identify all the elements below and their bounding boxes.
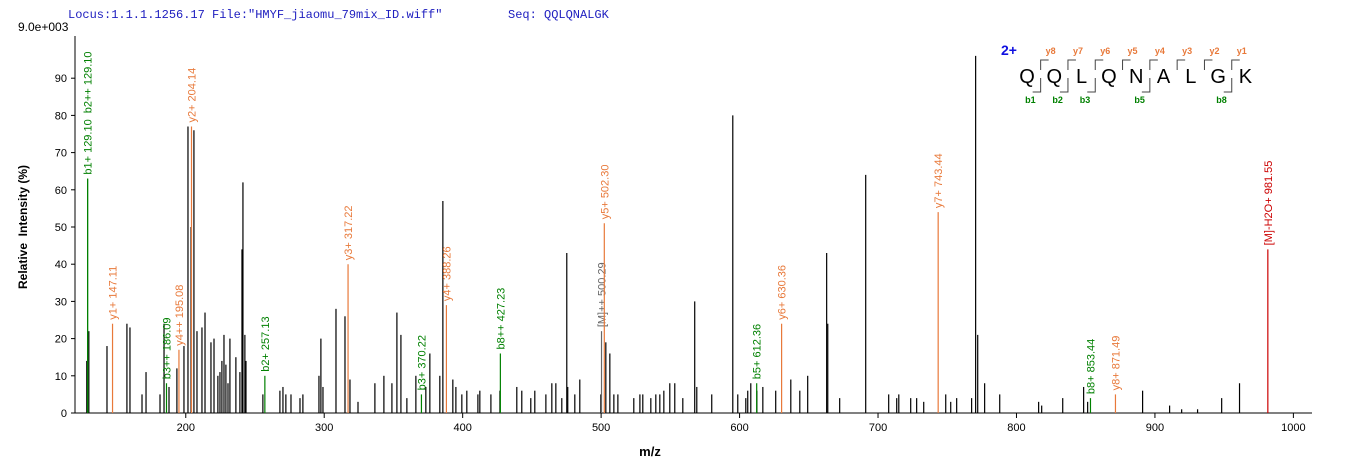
peak-label: b3+ 370.22: [416, 335, 428, 390]
peak-label: y3+ 317.22: [343, 205, 355, 260]
header: Locus:1.1.1.1256.17 File:"HMYF_jiaomu_79…: [68, 8, 442, 22]
residue: L: [1076, 66, 1087, 88]
residue: K: [1239, 66, 1253, 88]
peak-label: b3++ 186.09: [162, 317, 174, 379]
peak-label: b2++ 129.10: [83, 51, 95, 113]
x-tick-label: 600: [730, 422, 748, 434]
y-bracket: [1094, 59, 1104, 70]
y-tick-label: 20: [55, 334, 67, 346]
y-ion: y8: [1046, 46, 1056, 56]
b-bracket: [1032, 78, 1042, 93]
y-ion: y2: [1209, 46, 1219, 56]
y-bracket: [1176, 59, 1186, 70]
peak-label: b1+ 129.10: [83, 119, 95, 174]
residue: Q: [1101, 66, 1117, 88]
peak-label: y7+ 743.44: [933, 153, 945, 208]
x-axis-label: m/z: [639, 444, 661, 459]
y-ion: y1: [1237, 46, 1247, 56]
y-tick-label: 80: [55, 110, 67, 122]
peak-label: y6+ 630.36: [777, 265, 789, 320]
x-tick-label: 200: [177, 422, 195, 434]
residue: L: [1185, 66, 1196, 88]
residue: N: [1129, 66, 1143, 88]
peak-label: y2+ 204.14: [186, 68, 198, 123]
charge: 2+: [1001, 42, 1017, 58]
y-bracket: [1040, 59, 1049, 70]
residue: Q: [1019, 66, 1035, 88]
residue: A: [1157, 66, 1171, 88]
y-bracket: [1067, 59, 1076, 70]
y-tick-label: 50: [55, 222, 67, 234]
y-ion: y7: [1073, 46, 1083, 56]
x-tick-label: 800: [1007, 422, 1025, 434]
b-ion: b5: [1134, 95, 1145, 105]
b-bracket: [1223, 78, 1233, 93]
peak-label: [M]++ 500.29: [597, 262, 609, 327]
peak-label: y4+ 388.26: [441, 246, 453, 301]
peak-label: b8+ 853.44: [1085, 339, 1097, 394]
y-tick-label: 10: [55, 371, 67, 383]
y-axis-label: Relative Intensity (%): [16, 165, 30, 289]
peak-label: b5+ 612.36: [752, 324, 764, 379]
x-tick-label: 1000: [1281, 422, 1305, 434]
residue: Q: [1047, 66, 1063, 88]
peak-label: y1+ 147.11: [108, 266, 120, 320]
x-tick-label: 500: [592, 422, 610, 434]
b-ion: b8: [1216, 95, 1227, 105]
b-ion: b2: [1052, 95, 1063, 105]
y-bracket: [1203, 59, 1213, 70]
b-ion: b1: [1025, 95, 1036, 105]
x-tick-label: 700: [869, 422, 887, 434]
y-ion: y4: [1155, 46, 1165, 56]
peak-label: b2+ 257.13: [260, 316, 272, 371]
peak-label: y4++ 195.08: [174, 285, 186, 346]
x-tick-label: 400: [453, 422, 471, 434]
y-tick-label: 0: [61, 408, 67, 420]
b-bracket: [1059, 78, 1069, 93]
peak-label: y5+ 502.30: [599, 165, 611, 220]
y-ion: y6: [1100, 46, 1110, 56]
x-tick-label: 900: [1146, 422, 1164, 434]
b-ion: b3: [1080, 95, 1091, 105]
scale-label: 9.0e+003: [18, 20, 69, 34]
y-ion: y5: [1128, 46, 1138, 56]
y-bracket: [1231, 59, 1240, 70]
b-bracket: [1087, 78, 1096, 93]
y-tick-label: 60: [55, 185, 67, 197]
y-bracket: [1149, 59, 1158, 70]
residue: G: [1210, 66, 1226, 88]
peak-label: [M]-H2O+ 981.55: [1263, 161, 1275, 246]
y-bracket: [1122, 59, 1131, 70]
y-tick-label: 90: [55, 73, 67, 85]
seq-label: Seq: QQLQNALGK: [508, 8, 610, 22]
x-tick-label: 300: [315, 422, 333, 434]
peak-label: y8+ 871.49: [1110, 336, 1122, 391]
y-tick-label: 30: [55, 296, 67, 308]
y-ion: y3: [1182, 46, 1192, 56]
y-tick-label: 40: [55, 259, 67, 271]
b-bracket: [1141, 78, 1151, 93]
peak-label: b8++ 427.23: [495, 288, 507, 350]
y-tick-label: 70: [55, 148, 67, 160]
